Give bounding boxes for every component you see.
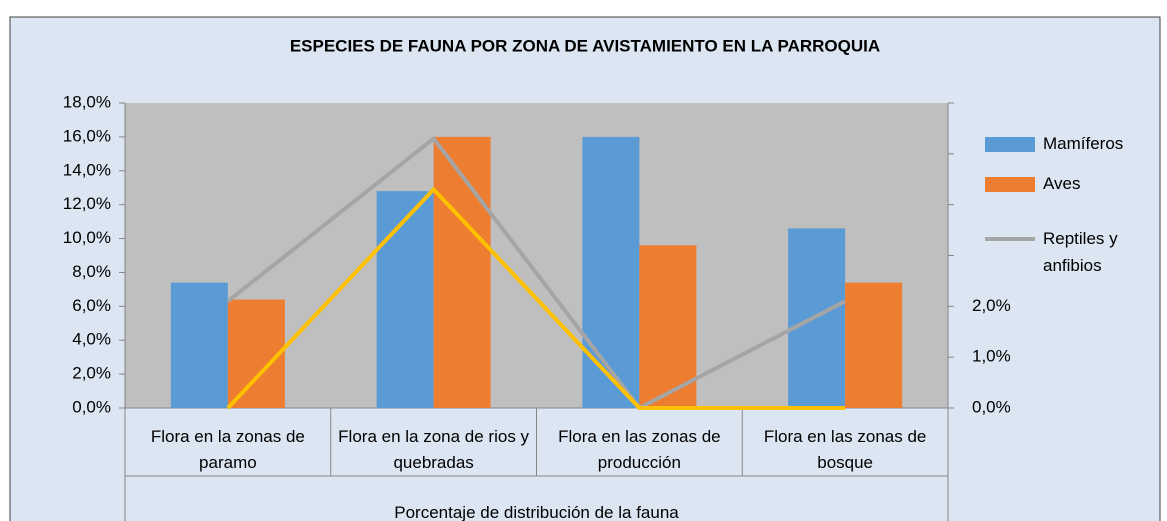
bar [433, 136, 491, 408]
legend-swatch [985, 137, 1035, 152]
y-tick-label: 2,0% [72, 364, 111, 383]
legend-swatch [985, 177, 1035, 192]
x-tick-label: Flora en la zona de rios y quebradas [338, 427, 530, 472]
chart-title: ESPECIES DE FAUNA POR ZONA DE AVISTAMIEN… [290, 36, 880, 55]
y2-tick-label: 1,0% [972, 347, 1011, 366]
bar [227, 299, 285, 408]
y2-tick-label: 2,0% [972, 296, 1011, 315]
group-label: Porcentaje de distribución de la fauna [394, 503, 679, 521]
x-tick-label: Flora en la zonas de paramo [150, 427, 305, 472]
y-tick-label: 12,0% [63, 194, 111, 213]
y-tick-label: 18,0% [63, 92, 111, 111]
y-tick-label: 8,0% [72, 262, 111, 281]
bar [376, 191, 434, 408]
legend-label: Mamíferos [1043, 134, 1124, 153]
y-tick-label: 16,0% [63, 126, 111, 145]
x-tick-label: Flora en las zonas de bosque [763, 427, 927, 472]
y-tick-label: 6,0% [72, 296, 111, 315]
y-tick-label: 0,0% [72, 397, 111, 416]
line-series [226, 187, 846, 410]
y-tick-label: 4,0% [72, 330, 111, 349]
bar [639, 245, 697, 408]
y2-tick-label: 0,0% [972, 397, 1011, 416]
bar [582, 136, 640, 408]
legend-label: Aves [1043, 174, 1081, 193]
bar [845, 282, 903, 408]
line-series [226, 136, 847, 410]
y-tick-label: 14,0% [63, 160, 111, 179]
legend-label: Reptiles y anfibios [1043, 229, 1118, 275]
bar [170, 282, 228, 408]
x-tick-label: Flora en las zonas de producción [558, 427, 721, 472]
y-tick-label: 10,0% [63, 228, 111, 247]
